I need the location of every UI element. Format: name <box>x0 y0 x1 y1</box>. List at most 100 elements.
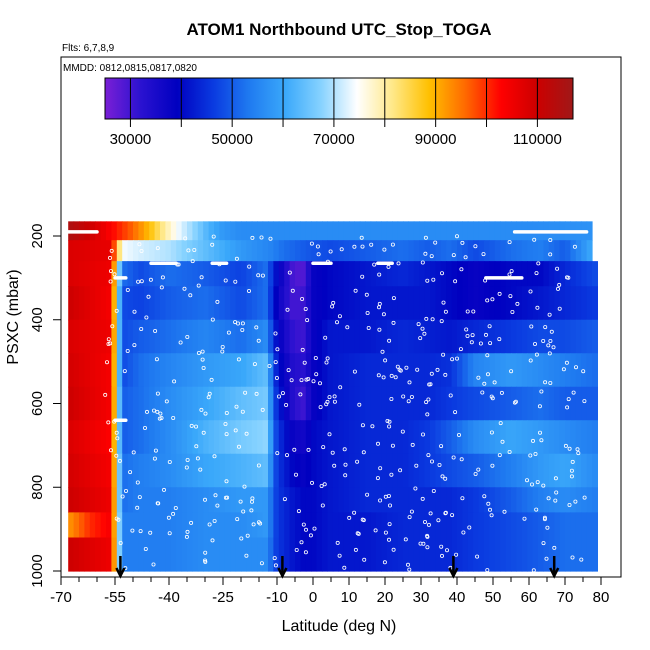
heatmap-cell <box>559 420 566 455</box>
sample-point <box>234 404 239 409</box>
heatmap-cell <box>187 512 193 539</box>
heatmap-cell <box>133 240 139 262</box>
heatmap-cell <box>127 386 134 421</box>
sample-point <box>339 247 344 252</box>
heatmap-cell <box>532 386 539 421</box>
sample-point <box>125 287 130 292</box>
heatmap-cell <box>127 512 134 539</box>
heatmap-cell <box>95 420 102 455</box>
heatmap-cell <box>197 221 204 241</box>
heatmap-cell <box>408 319 415 354</box>
heatmap-cell <box>257 537 264 572</box>
heatmap-cell <box>538 537 544 572</box>
heatmap-cell <box>224 537 231 572</box>
heatmap-cell <box>192 386 199 421</box>
heatmap-cell <box>500 221 507 241</box>
sample-point <box>276 394 281 399</box>
heatmap-cell <box>570 386 577 421</box>
sample-point <box>236 357 241 362</box>
heatmap-cell <box>208 453 215 488</box>
heatmap-cell <box>397 453 404 488</box>
sample-point <box>461 530 466 535</box>
heatmap-cell <box>543 386 550 421</box>
heatmap-cell <box>359 537 366 572</box>
sample-point <box>381 312 386 317</box>
heatmap <box>68 221 598 572</box>
heatmap-cell <box>214 487 220 513</box>
heatmap-cell <box>106 453 112 488</box>
heatmap-cell <box>424 420 431 455</box>
heatmap-cell <box>478 319 485 354</box>
heatmap-cell <box>106 487 112 513</box>
heatmap-cell <box>316 240 323 262</box>
heatmap-cell <box>165 221 172 241</box>
heatmap-cell <box>457 319 463 354</box>
sample-point <box>137 495 142 500</box>
heatmap-cell <box>413 537 420 572</box>
heatmap-cell <box>192 537 199 572</box>
heatmap-cell <box>408 512 415 539</box>
heatmap-cell <box>68 319 75 354</box>
heatmap-cell <box>359 221 366 241</box>
heatmap-cell <box>505 286 512 321</box>
sample-point <box>473 244 478 249</box>
heatmap-cell <box>489 319 496 354</box>
sample-point <box>215 299 220 304</box>
heatmap-cell <box>430 221 436 241</box>
sample-point <box>192 247 197 252</box>
heatmap-cell <box>446 420 453 455</box>
heatmap-cell <box>111 453 118 488</box>
heatmap-cell <box>106 512 112 539</box>
heatmap-cell <box>451 453 458 488</box>
heatmap-cell <box>170 261 177 287</box>
heatmap-cell <box>170 420 177 455</box>
heatmap-cell <box>397 487 404 513</box>
sample-point <box>245 533 250 538</box>
heatmap-cell <box>235 537 242 572</box>
sample-point <box>573 499 578 504</box>
heatmap-cell <box>95 353 102 388</box>
heatmap-cell <box>165 261 172 287</box>
heatmap-cell <box>554 353 561 388</box>
heatmap-cell <box>278 221 285 241</box>
heatmap-cell <box>79 286 85 321</box>
sample-point <box>240 321 245 326</box>
heatmap-cell <box>440 286 447 321</box>
heatmap-cell <box>327 537 334 572</box>
heatmap-cell <box>435 261 442 287</box>
sample-point <box>554 490 559 495</box>
heatmap-cell <box>170 453 177 488</box>
heatmap-cell <box>586 487 593 513</box>
colorbar-tick-label: 30000 <box>110 131 152 148</box>
flight-marker-arrow <box>448 556 459 579</box>
heatmap-cell <box>457 420 463 455</box>
sample-point <box>429 254 434 259</box>
sample-point <box>507 449 512 454</box>
sample-point <box>425 278 430 283</box>
sample-point <box>513 399 518 404</box>
heatmap-cell <box>138 537 145 572</box>
heatmap-cell <box>413 261 420 287</box>
heatmap-cell <box>521 453 528 488</box>
sample-point <box>210 242 215 247</box>
heatmap-cell <box>327 353 334 388</box>
sample-point <box>146 294 151 299</box>
heatmap-cell <box>381 261 388 287</box>
heatmap-cell <box>343 319 350 354</box>
heatmap-cell <box>532 261 539 287</box>
heatmap-cell <box>305 512 312 539</box>
sample-point <box>548 380 553 385</box>
sample-point <box>153 448 158 453</box>
heatmap-cell <box>95 319 102 354</box>
heatmap-cell <box>138 353 145 388</box>
heatmap-cell <box>419 420 426 455</box>
sample-point <box>459 267 464 272</box>
heatmap-cell <box>397 353 404 388</box>
heatmap-cell <box>451 240 458 262</box>
heatmap-cell <box>349 453 355 488</box>
heatmap-cell <box>365 286 372 321</box>
sample-point <box>406 399 411 404</box>
sample-point <box>425 534 430 539</box>
heatmap-cell <box>219 286 226 321</box>
heatmap-cell <box>149 537 156 572</box>
